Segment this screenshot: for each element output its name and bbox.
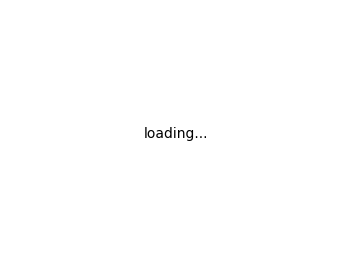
- Text: loading...: loading...: [144, 127, 208, 141]
